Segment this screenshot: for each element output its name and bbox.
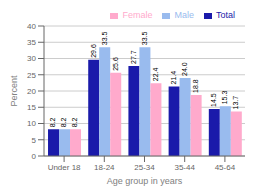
svg-text:18-24: 18-24 — [94, 163, 115, 172]
html-text:Female: Female — [122, 10, 153, 20]
svg-text:8.2: 8.2 — [60, 118, 67, 128]
svg-text:5: 5 — [32, 136, 37, 145]
svg-text:35: 35 — [27, 38, 36, 47]
svg-text:8.2: 8.2 — [49, 118, 56, 128]
svg-text:15.3: 15.3 — [221, 91, 228, 105]
html-text:Total: Total — [216, 10, 235, 20]
svg-text:45-64: 45-64 — [215, 163, 236, 172]
svg-text:27.7: 27.7 — [130, 50, 137, 64]
svg-text:Age group in years: Age group in years — [107, 176, 183, 186]
svg-text:25-34: 25-34 — [134, 163, 155, 172]
svg-text:25: 25 — [27, 71, 36, 80]
svg-text:21.4: 21.4 — [170, 71, 177, 85]
svg-text:40: 40 — [27, 22, 36, 31]
svg-text:13.7: 13.7 — [232, 96, 239, 110]
svg-text:22.4: 22.4 — [152, 67, 159, 81]
svg-text:14.5: 14.5 — [210, 93, 217, 107]
svg-text:Percent: Percent — [9, 75, 19, 107]
svg-text:35-44: 35-44 — [174, 163, 195, 172]
svg-text:29.6: 29.6 — [90, 44, 97, 58]
svg-text:18.8: 18.8 — [192, 79, 199, 93]
svg-text:15: 15 — [27, 103, 36, 112]
html-text:Male: Male — [174, 10, 194, 20]
svg-text:30: 30 — [27, 54, 36, 63]
svg-text:8.2: 8.2 — [71, 118, 78, 128]
svg-text:24.0: 24.0 — [181, 62, 188, 76]
svg-text:Under 18: Under 18 — [48, 163, 81, 172]
svg-text:33.5: 33.5 — [141, 31, 148, 45]
svg-text:0: 0 — [32, 152, 37, 161]
svg-text:25.6: 25.6 — [112, 57, 119, 71]
svg-text:10: 10 — [27, 119, 36, 128]
svg-text:33.5: 33.5 — [101, 31, 108, 45]
svg-text:20: 20 — [27, 87, 36, 96]
